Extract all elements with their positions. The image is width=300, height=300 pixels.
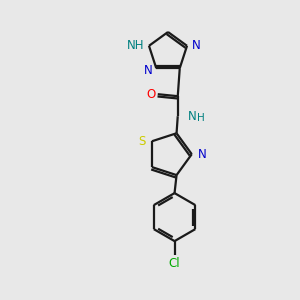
Text: NH: NH	[127, 39, 144, 52]
Text: Cl: Cl	[169, 256, 180, 270]
Text: H: H	[197, 113, 205, 123]
Text: S: S	[139, 135, 146, 148]
Text: N: N	[143, 64, 152, 77]
Text: N: N	[192, 39, 201, 52]
Text: N: N	[198, 148, 206, 161]
Text: N: N	[188, 110, 196, 123]
Text: O: O	[146, 88, 155, 101]
